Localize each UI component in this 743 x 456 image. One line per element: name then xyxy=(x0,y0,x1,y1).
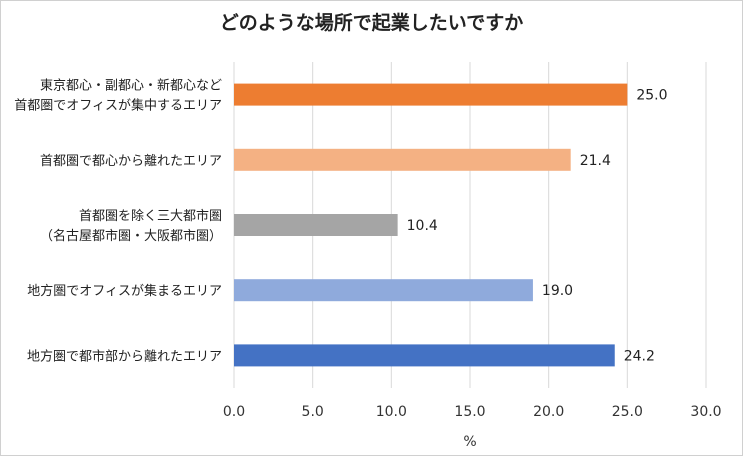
bar xyxy=(234,214,398,236)
data-label: 10.4 xyxy=(407,218,438,234)
data-label: 21.4 xyxy=(580,153,611,169)
x-tick-label: 15.0 xyxy=(454,404,485,420)
x-axis-title: % xyxy=(463,434,476,450)
data-label: 19.0 xyxy=(542,283,573,299)
category-label: 地方圏で都市部から離れたエリア xyxy=(27,348,222,364)
x-tick-label: 30.0 xyxy=(690,404,721,420)
x-tick-label: 20.0 xyxy=(533,404,564,420)
x-tick-label: 0.0 xyxy=(223,404,245,420)
bar xyxy=(234,148,571,171)
category-label: 首都圏を除く三大都市圏 xyxy=(79,208,222,224)
bar xyxy=(234,279,533,302)
chart-title: どのような場所で起業したいですか xyxy=(219,12,524,34)
category-label: （名古屋都市圏・大阪都市圏） xyxy=(40,228,222,244)
category-label: 地方圏でオフィスが集まるエリア xyxy=(27,283,222,299)
x-tick-label: 5.0 xyxy=(302,404,324,420)
category-label: 首都圏で都心から離れたエリア xyxy=(40,154,222,169)
data-label: 25.0 xyxy=(636,88,667,104)
x-tick-label: 10.0 xyxy=(376,404,407,420)
category-label: 東京都心・副都心・新都心など xyxy=(40,78,222,94)
data-label: 24.2 xyxy=(624,348,655,364)
bar xyxy=(234,83,628,106)
x-tick-label: 25.0 xyxy=(612,404,643,420)
category-label: 首都圏でオフィスが集中するエリア xyxy=(14,98,222,114)
bar xyxy=(234,344,615,367)
